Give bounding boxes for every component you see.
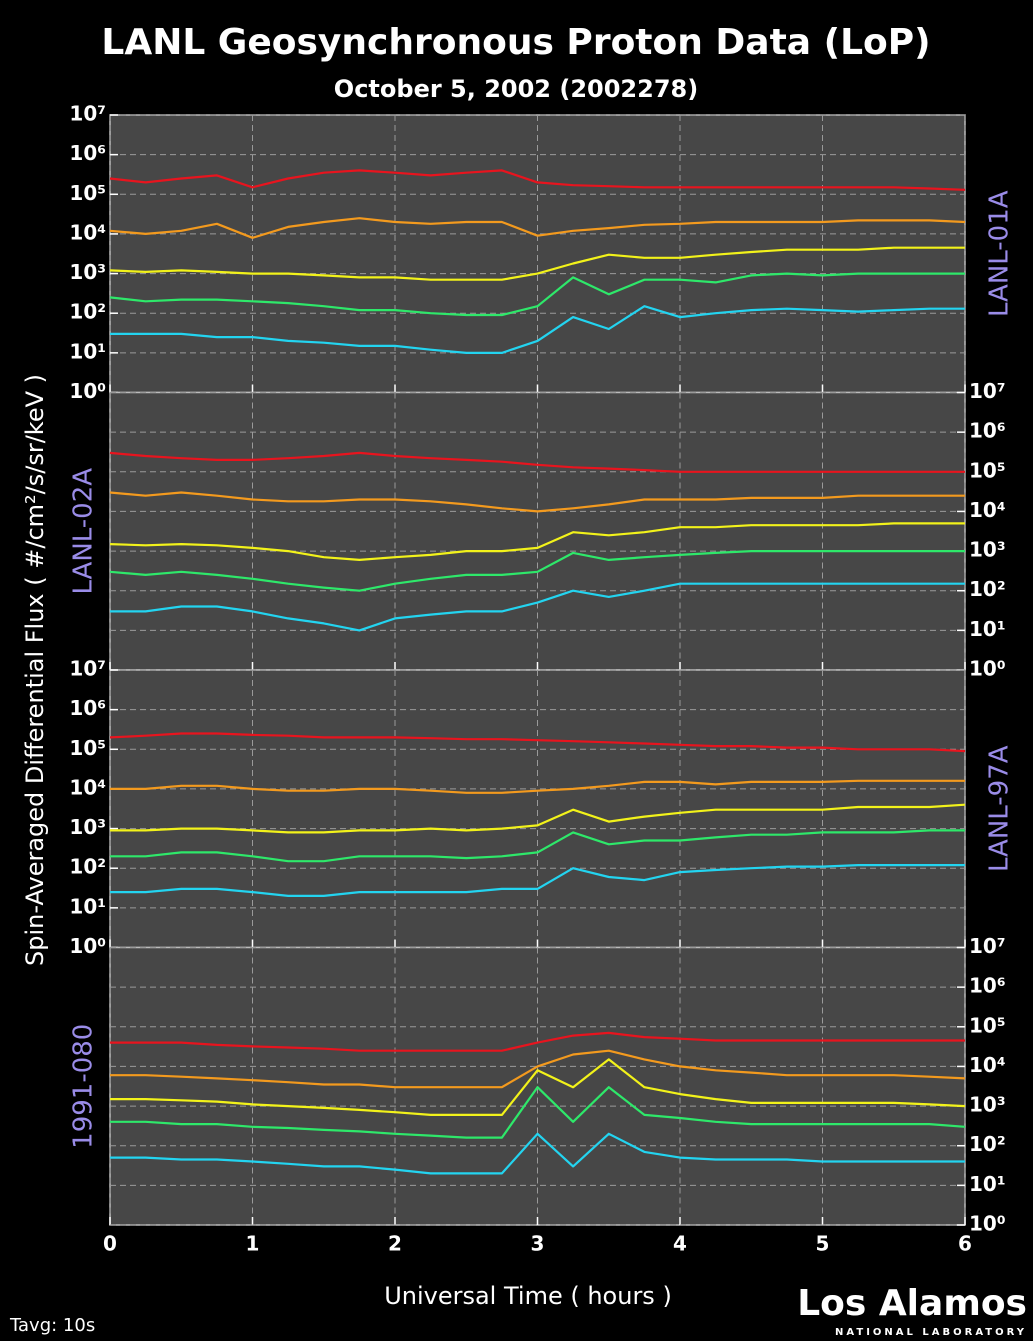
x-tick-label: 3	[531, 1232, 545, 1256]
y-tick-label: 10⁴	[69, 220, 106, 244]
series-line	[110, 1132, 965, 1175]
y-tick-label: 10⁷	[69, 102, 106, 126]
series-line	[110, 1086, 966, 1139]
y-tick-label: 10²	[969, 577, 1006, 601]
y-tick-label: 10³	[969, 538, 1006, 562]
y-tick-label: 10³	[969, 1093, 1006, 1117]
series-line	[109, 217, 966, 239]
logo-sub: NATIONAL LABORATORY	[835, 1327, 1027, 1338]
y-tick-label: 10⁵	[69, 181, 106, 205]
series-line	[110, 864, 965, 897]
x-tick-label: 0	[103, 1232, 117, 1256]
y-tick-label: 10⁵	[69, 736, 106, 760]
y-tick-label: 10¹	[969, 1172, 1006, 1196]
y-tick-label: 10⁴	[69, 775, 106, 799]
series-line	[110, 803, 966, 834]
series-line	[109, 246, 965, 281]
y-tick-label: 10¹	[969, 617, 1006, 641]
y-tick-label: 10⁶	[69, 141, 106, 165]
y-tick-label: 10⁶	[969, 974, 1006, 998]
y-tick-label: 10⁶	[69, 696, 106, 720]
series-line	[110, 1031, 965, 1052]
y-tick-label: 10⁰	[69, 934, 106, 958]
y-tick-label: 10⁴	[969, 498, 1006, 522]
series-line	[110, 1058, 966, 1116]
x-axis-label: Universal Time ( hours )	[384, 1282, 672, 1310]
y-tick-label: 10⁰	[969, 657, 1006, 681]
y-axis-label: Spin-Averaged Differential Flux ( #/cm²/…	[21, 374, 49, 966]
panel-name: 1991-080	[69, 1024, 99, 1149]
y-tick-label: 10⁶	[969, 419, 1006, 443]
series-line	[109, 169, 966, 191]
series-line	[109, 272, 965, 317]
series-line	[110, 829, 965, 863]
y-tick-label: 10¹	[69, 894, 106, 918]
y-tick-label: 10²	[69, 855, 106, 879]
series-line	[109, 732, 966, 753]
chart-title: LANL Geosynchronous Proton Data (LoP)	[101, 22, 930, 63]
series-line	[110, 305, 965, 354]
series-line	[109, 451, 965, 473]
series-line	[109, 550, 965, 592]
series-line	[109, 522, 965, 561]
series-line	[110, 779, 965, 794]
y-tick-label: 10⁵	[969, 458, 1006, 482]
panel-name: LANL-01A	[985, 190, 1015, 317]
panel-name: LANL-02A	[69, 468, 99, 595]
y-tick-label: 10⁰	[969, 1212, 1006, 1236]
y-tick-label: 10⁷	[969, 934, 1006, 958]
y-tick-label: 10¹	[69, 339, 106, 363]
y-tick-label: 10⁰	[69, 379, 106, 403]
x-tick-label: 4	[673, 1232, 687, 1256]
series-line	[110, 582, 965, 632]
series-line	[109, 491, 965, 513]
panel-name: LANL-97A	[985, 745, 1015, 872]
logo-name: Los Alamos	[797, 1283, 1027, 1324]
y-tick-label: 10²	[69, 300, 106, 324]
y-tick-label: 10⁴	[969, 1053, 1006, 1077]
chart-subtitle: October 5, 2002 (2002278)	[334, 75, 698, 103]
series-line	[110, 1049, 966, 1089]
y-tick-label: 10²	[969, 1132, 1006, 1156]
x-tick-label: 2	[388, 1232, 402, 1256]
y-tick-label: 10³	[69, 815, 106, 839]
y-tick-label: 10⁷	[969, 379, 1006, 403]
y-tick-label: 10⁷	[69, 657, 106, 681]
x-tick-label: 5	[816, 1232, 830, 1256]
x-tick-label: 6	[958, 1232, 972, 1256]
averaging-note: Tavg: 10s	[9, 1315, 95, 1336]
x-tick-label: 1	[246, 1232, 260, 1256]
y-tick-label: 10⁵	[969, 1013, 1006, 1037]
y-tick-label: 10³	[69, 260, 106, 284]
